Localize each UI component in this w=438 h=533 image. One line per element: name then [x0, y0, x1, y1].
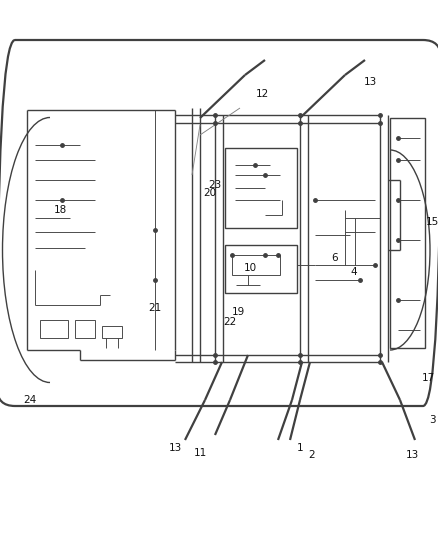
Text: 13: 13: [406, 450, 419, 460]
Bar: [40, 320, 68, 338]
Text: 3: 3: [429, 415, 435, 425]
Text: 2: 2: [309, 450, 315, 460]
Text: 15: 15: [425, 217, 438, 227]
Text: 24: 24: [23, 395, 37, 405]
Text: 13: 13: [364, 77, 377, 87]
Bar: [75, 320, 95, 338]
Text: 12: 12: [255, 89, 268, 99]
Text: 21: 21: [148, 303, 162, 313]
Text: 13: 13: [168, 443, 182, 453]
Text: 1: 1: [297, 443, 303, 453]
Bar: [232, 255, 280, 275]
Text: 11: 11: [193, 448, 207, 458]
Text: 19: 19: [231, 307, 245, 317]
Text: 18: 18: [53, 205, 67, 215]
Text: 10: 10: [244, 263, 257, 273]
Bar: [225, 148, 297, 228]
Text: 23: 23: [208, 180, 222, 190]
Text: 17: 17: [421, 373, 434, 383]
Text: 4: 4: [351, 267, 357, 277]
Text: 6: 6: [332, 253, 338, 263]
Text: 22: 22: [223, 317, 237, 327]
Bar: [225, 245, 297, 293]
Bar: [102, 326, 122, 338]
Text: 20: 20: [203, 188, 216, 198]
Bar: [390, 118, 425, 348]
